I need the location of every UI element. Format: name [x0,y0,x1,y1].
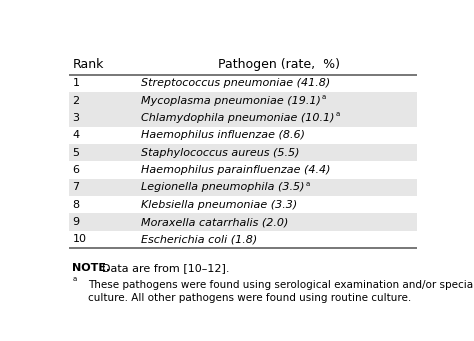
Text: 2: 2 [73,96,80,106]
Text: 9: 9 [73,217,80,227]
Text: 7: 7 [73,182,80,192]
Text: 3: 3 [73,113,80,123]
Text: Streptococcus pneumoniae (41.8): Streptococcus pneumoniae (41.8) [141,78,330,88]
Text: Mycoplasma pneumoniae (19.1): Mycoplasma pneumoniae (19.1) [141,96,320,106]
Text: a: a [73,276,77,282]
Text: 6: 6 [73,165,80,175]
Text: 4: 4 [73,131,80,140]
Bar [69,213,417,231]
Text: 8: 8 [73,200,80,210]
Text: a: a [322,94,326,100]
Text: Legionella pneumophila (3.5): Legionella pneumophila (3.5) [141,182,304,192]
Text: Haemophilus influenzae (8.6): Haemophilus influenzae (8.6) [141,131,305,140]
Bar [69,144,417,161]
Bar [69,179,417,196]
Text: NOTE.: NOTE. [73,263,110,273]
Text: Rank: Rank [73,58,104,71]
Text: Escherichia coli (1.8): Escherichia coli (1.8) [141,234,257,244]
Text: Haemophilus parainfluenzae (4.4): Haemophilus parainfluenzae (4.4) [141,165,330,175]
Text: Chlamydophila pneumoniae (10.1): Chlamydophila pneumoniae (10.1) [141,113,334,123]
Text: a: a [306,181,310,187]
Text: Klebsiella pneumoniae (3.3): Klebsiella pneumoniae (3.3) [141,200,297,210]
Bar [69,92,417,109]
Text: 10: 10 [73,234,86,244]
Text: Staphylococcus aureus (5.5): Staphylococcus aureus (5.5) [141,148,299,158]
Text: Moraxella catarrhalis (2.0): Moraxella catarrhalis (2.0) [141,217,288,227]
Text: 1: 1 [73,78,80,88]
Bar [69,109,417,127]
Text: a: a [336,111,340,117]
Text: Pathogen (rate,  %): Pathogen (rate, %) [218,58,340,71]
Text: These pathogens were found using serological examination and/or special
culture.: These pathogens were found using serolog… [88,280,474,303]
Text: 5: 5 [73,148,80,158]
Text: Data are from [10–12].: Data are from [10–12]. [102,263,229,273]
